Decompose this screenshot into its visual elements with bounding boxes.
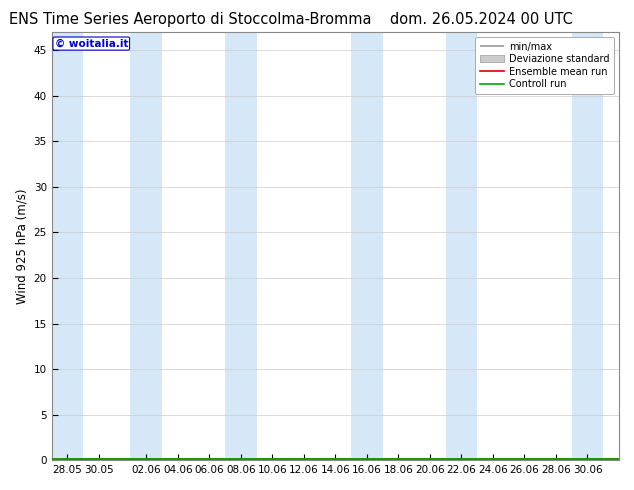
Bar bbox=[446, 32, 477, 460]
Text: © woitalia.it: © woitalia.it bbox=[55, 39, 128, 49]
Text: ENS Time Series Aeroporto di Stoccolma-Bromma: ENS Time Series Aeroporto di Stoccolma-B… bbox=[9, 12, 372, 27]
Bar bbox=[51, 32, 83, 460]
Bar bbox=[225, 32, 257, 460]
Bar bbox=[351, 32, 382, 460]
Bar bbox=[131, 32, 162, 460]
Y-axis label: Wind 925 hPa (m/s): Wind 925 hPa (m/s) bbox=[15, 188, 28, 304]
Bar bbox=[572, 32, 603, 460]
Text: dom. 26.05.2024 00 UTC: dom. 26.05.2024 00 UTC bbox=[391, 12, 573, 27]
Legend: min/max, Deviazione standard, Ensemble mean run, Controll run: min/max, Deviazione standard, Ensemble m… bbox=[475, 37, 614, 94]
